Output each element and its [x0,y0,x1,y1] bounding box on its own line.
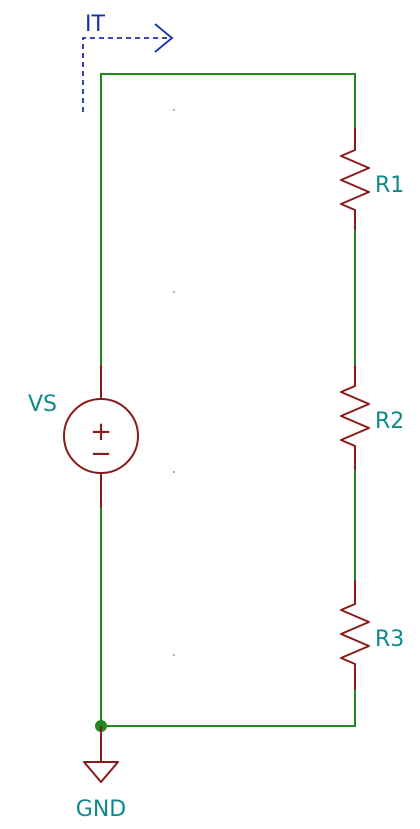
resistor-r1-label: R1 [375,173,404,198]
wires [100,73,356,727]
grid-dots [173,109,175,656]
resistor-r1[interactable]: R1 [340,128,404,230]
current-probe[interactable]: IT [82,12,174,112]
resistor-r2[interactable]: R2 [340,365,404,470]
source-plus-symbol: + [90,417,112,447]
current-probe-label: IT [85,12,105,37]
current-probe-arrowhead-icon [154,23,174,53]
resistor-r3-label: R3 [375,627,404,652]
ground-symbol[interactable]: GND [76,726,126,822]
current-probe-arrow [82,37,170,112]
source-label: VS [28,392,57,417]
voltage-source[interactable]: + − VS [28,365,139,508]
ground-label: GND [76,797,126,822]
source-minus-symbol: − [90,439,112,469]
resistor-r3[interactable]: R3 [340,580,404,690]
resistor-r2-label: R2 [375,409,404,434]
